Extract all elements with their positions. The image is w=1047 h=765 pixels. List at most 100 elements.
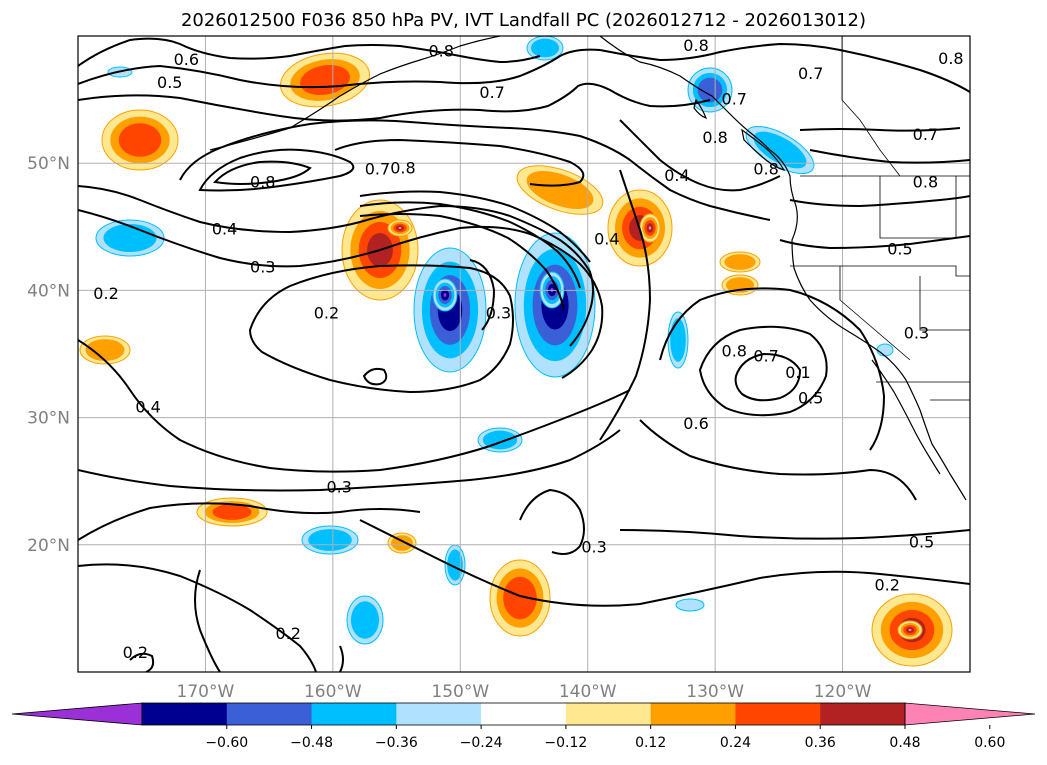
contour-line [519, 488, 585, 555]
contour-line [789, 195, 970, 208]
contour-label: 0.7 [798, 64, 823, 83]
colorbar-segment [311, 703, 397, 725]
latitude-tick-label: 30°N [27, 409, 70, 429]
contour-line [362, 367, 388, 386]
contour-label: 0.8 [938, 49, 963, 68]
contour-line [359, 213, 565, 311]
map-title: 2026012500 F036 850 hPa PV, IVT Landfall… [180, 10, 867, 31]
contour-label: 0.5 [887, 240, 912, 259]
contour-line [359, 519, 970, 607]
positive-pv-patch [908, 628, 912, 632]
baja-california-coast [871, 359, 941, 475]
longitude-tick-label: 160°W [304, 682, 362, 702]
colorbar-segment [820, 703, 906, 725]
contour-label: 0.4 [212, 219, 237, 238]
negative-pv-patch [876, 343, 894, 357]
contour-label: 0.4 [594, 230, 619, 249]
contour-line [78, 82, 711, 122]
contour-line [359, 190, 591, 263]
state-border-az [919, 276, 970, 331]
contour-line [78, 502, 421, 541]
contour-line [619, 119, 781, 192]
state-border-ca-nv [839, 266, 911, 361]
colorbar-tick-label: 0.12 [635, 735, 666, 751]
colorbar-tick-label: −0.48 [290, 735, 333, 751]
contour-labels: 0.60.50.80.70.80.70.80.80.70.80.70.80.80… [93, 36, 963, 662]
contour-line [334, 138, 585, 187]
colorbar-frame [141, 702, 906, 726]
contour-line [779, 235, 970, 250]
contour-label: 0.6 [683, 414, 708, 433]
colorbar-extend-max [904, 702, 1036, 726]
contour-label: 0.4 [135, 397, 160, 416]
contour-line [198, 148, 355, 192]
colorbar-segment [142, 703, 228, 725]
contour-line [799, 127, 961, 132]
longitude-tick-label: 170°W [177, 682, 235, 702]
contour-line [78, 339, 631, 473]
positive-pv-patch [526, 171, 594, 209]
negative-pv-patch [530, 38, 560, 58]
colorbar-extend-min [11, 702, 143, 726]
positive-pv-patch [398, 227, 402, 229]
contour-line [78, 429, 621, 492]
contour-line [78, 563, 317, 672]
colorbar-segment [565, 703, 652, 725]
north-america-coastline [599, 36, 967, 501]
colorbar-tick-label: −0.36 [375, 735, 418, 751]
contour-label: 0.6 [174, 50, 199, 69]
contour-label: 0.7 [722, 90, 747, 109]
contour-label: 0.2 [93, 284, 118, 303]
negative-pv-patch [697, 77, 723, 103]
contour-label: 0.4 [664, 166, 689, 185]
colorbar-tick-label: −0.60 [205, 735, 248, 751]
negative-pv-patch [447, 549, 463, 581]
latitude-tick-label: 50°N [27, 154, 70, 174]
latitude-tick-label: 40°N [27, 281, 70, 301]
axis-tick-labels: 170°W 160°W 150°W 140°W 130°W 120°W 50°N 40°N 30… [27, 154, 871, 702]
contour-line [212, 160, 312, 185]
contour-line [248, 264, 514, 394]
contour-label: 0.8 [428, 41, 453, 60]
contour-line [659, 287, 886, 451]
contour-label: 0.7 [479, 83, 504, 102]
contour-label: 0.8 [913, 172, 938, 191]
contour-line [639, 419, 917, 501]
colorbar-segment [650, 703, 736, 725]
contour-label: 0.2 [276, 624, 301, 643]
negative-pv-patch [675, 598, 705, 612]
colorbar-segment [735, 703, 821, 725]
contour-line [359, 201, 581, 289]
negative-pv-patch [350, 601, 380, 639]
colorbar: −0.60 −0.48 −0.36 −0.24 −0.12 0.12 0.24 0.36 0.4… [11, 702, 1036, 751]
contour-line [179, 119, 771, 221]
contour-label: 0.2 [123, 643, 148, 662]
contour-label: 0.3 [581, 537, 606, 556]
map-frame [77, 35, 971, 673]
contour-label: 0.1 [785, 363, 810, 382]
contour-label: 0.7 [753, 347, 778, 366]
contour-line [78, 42, 970, 93]
negative-pv-patch [670, 318, 686, 362]
contour-line [809, 149, 970, 164]
positive-pv-patch [118, 123, 162, 157]
contour-label: 0.8 [722, 341, 747, 360]
contour-label: 0.7 [913, 125, 938, 144]
contour-label: 0.3 [250, 258, 275, 277]
contour-label: 0.2 [314, 303, 339, 322]
contour-label: 0.3 [486, 303, 511, 322]
longitude-tick-label: 120°W [814, 682, 872, 702]
negative-pv-patch [443, 293, 447, 297]
positive-pv-patch [724, 254, 756, 270]
contour-label: 0.3 [327, 478, 352, 497]
contour-line [599, 169, 652, 441]
state-border-bc-ab [841, 36, 901, 177]
graticule [78, 36, 970, 672]
contour-label: 0.5 [157, 73, 182, 92]
contour-label: 0.5 [798, 389, 823, 408]
colorbar-tick-label: −0.12 [544, 735, 587, 751]
contour-label: 0.2 [874, 576, 899, 595]
vancouver-island [741, 128, 786, 171]
positive-pv-patch [648, 226, 652, 230]
